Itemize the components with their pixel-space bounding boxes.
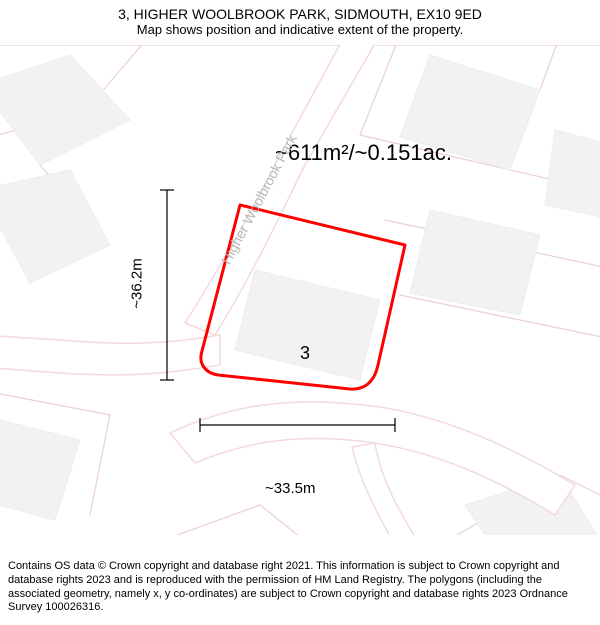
road-3 (352, 443, 420, 535)
building-1 (0, 170, 110, 283)
building-3 (410, 210, 540, 315)
plot-number-label: 3 (300, 343, 310, 364)
area-label: ~611m²/~0.151ac. (275, 140, 452, 166)
plot-line-9 (0, 390, 110, 415)
plot-line-10 (90, 415, 110, 515)
map-area: ~611m²/~0.151ac. 3 ~36.2m ~33.5m Higher … (0, 45, 600, 535)
plot-line-7 (540, 45, 560, 90)
width-dimension-label: ~33.5m (265, 480, 315, 497)
header: 3, HIGHER WOOLBROOK PARK, SIDMOUTH, EX10… (0, 0, 600, 39)
page-subtitle: Map shows position and indicative extent… (10, 22, 590, 37)
building-0 (0, 55, 130, 165)
plot-line-12 (260, 505, 310, 535)
map-svg (0, 45, 600, 535)
road-0 (0, 335, 220, 375)
height-dimension-label: ~36.2m (129, 258, 146, 308)
page-title: 3, HIGHER WOOLBROOK PARK, SIDMOUTH, EX10… (10, 6, 590, 22)
plot-line-11 (150, 505, 260, 535)
building-5 (0, 415, 80, 520)
building-4 (545, 130, 600, 225)
copyright-footer: Contains OS data © Crown copyright and d… (0, 554, 600, 625)
